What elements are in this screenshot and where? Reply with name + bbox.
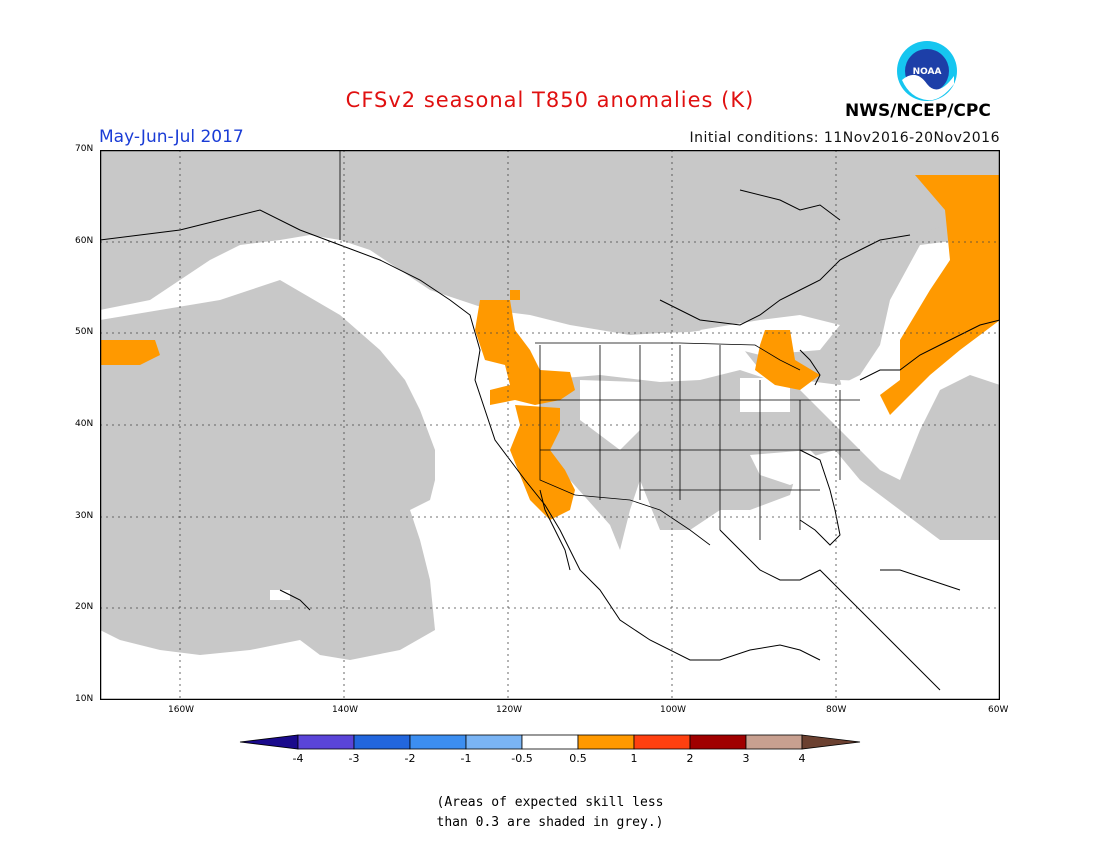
lat-label-50n: 50N: [75, 327, 94, 337]
warm-anomaly-areas: [100, 175, 1000, 520]
lat-label-60n: 60N: [75, 236, 94, 246]
political-borders: [339, 150, 860, 546]
logo-text: NOAA: [913, 67, 942, 77]
colorbar-label: -4: [292, 752, 304, 765]
forecast-period: May-Jun-Jul 2017: [99, 127, 244, 147]
lon-label-160w: 160W: [168, 705, 195, 715]
coastlines: [100, 189, 1000, 691]
skill-note: (Areas of expected skill less than 0.3 a…: [0, 793, 1100, 833]
map-frame: [100, 150, 1000, 700]
lon-label-140w: 140W: [332, 705, 359, 715]
colorbar-label: 3: [742, 752, 750, 765]
colorbar-swatch-max: [801, 734, 861, 750]
lat-label-20n: 20N: [75, 602, 94, 612]
colorbar-swatch: [689, 734, 747, 750]
colorbar-swatch-min: [239, 734, 299, 750]
lat-label-10n: 10N: [75, 694, 94, 704]
colorbar-swatch: [745, 734, 803, 750]
colorbar-label: 2: [686, 752, 694, 765]
agency-label: NWS/NCEP/CPC: [845, 101, 991, 121]
lon-label-120w: 120W: [496, 705, 523, 715]
colorbar-swatch: [633, 734, 691, 750]
colorbar-swatch: [353, 734, 411, 750]
no-shading-areas: [270, 315, 895, 600]
skill-note-line-1: (Areas of expected skill less: [436, 795, 664, 810]
colorbar-label: 4: [798, 752, 806, 765]
colorbar-swatch: [409, 734, 467, 750]
lat-label-70n: 70N: [75, 144, 94, 154]
lat-lon-grid: [100, 150, 1000, 700]
forecast-map: [100, 150, 1000, 700]
colorbar-label: 0.5: [569, 752, 587, 765]
lon-label-60w: 60W: [988, 705, 1009, 715]
colorbar-label: -1: [460, 752, 472, 765]
skill-note-line-2: than 0.3 are shaded in grey.): [436, 815, 664, 830]
colorbar-label: 1: [630, 752, 638, 765]
colorbar-swatch: [577, 734, 635, 750]
colorbar: [239, 734, 861, 750]
colorbar-label: -0.5: [511, 752, 533, 765]
lon-label-80w: 80W: [826, 705, 847, 715]
lat-label-30n: 30N: [75, 511, 94, 521]
colorbar-label: -3: [348, 752, 360, 765]
lon-label-100w: 100W: [660, 705, 687, 715]
colorbar-label: -2: [404, 752, 416, 765]
noaa-logo: NOAA: [897, 41, 957, 101]
initial-conditions: Initial conditions: 11Nov2016-20Nov2016: [689, 130, 1000, 146]
colorbar-swatch: [465, 734, 523, 750]
lat-label-40n: 40N: [75, 419, 94, 429]
map-title: CFSv2 seasonal T850 anomalies (K): [345, 88, 755, 112]
colorbar-swatch: [297, 734, 355, 750]
colorbar-swatch: [521, 734, 579, 750]
